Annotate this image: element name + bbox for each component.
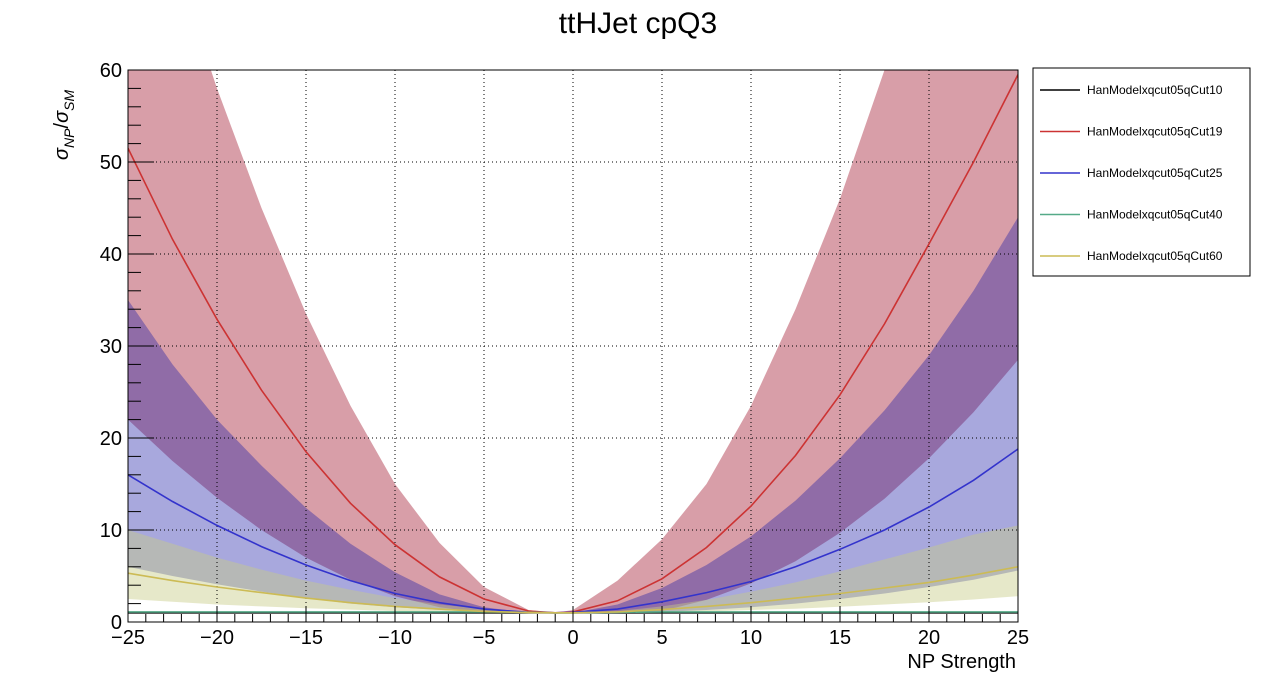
x-tick-label: 15 xyxy=(829,627,851,649)
x-tick-label: 20 xyxy=(918,627,940,649)
y-axis-ticks: 0 10 20 30 40 50 60 xyxy=(100,60,154,634)
legend-entry: HanModelxqcut05qCut60 xyxy=(1087,249,1223,263)
y-tick-label: 50 xyxy=(100,152,122,174)
x-tick-label: 0 xyxy=(567,627,578,649)
legend-entry: HanModelxqcut05qCut19 xyxy=(1087,125,1223,139)
y-label-np-subscript: NP xyxy=(61,128,77,148)
band-HanModelxqcut05qCut60 xyxy=(128,525,1018,613)
y-tick-label: 60 xyxy=(100,60,122,82)
y-tick-label: 0 xyxy=(111,612,122,634)
x-tick-label: 10 xyxy=(740,627,762,649)
svg-text:σNP/σSM: σNP/σSM xyxy=(51,90,77,160)
y-label-sm-subscript: SM xyxy=(61,90,77,111)
grid-lines xyxy=(128,70,1018,622)
x-tick-label: −10 xyxy=(378,627,412,649)
legend-entry: HanModelxqcut05qCut40 xyxy=(1087,208,1223,222)
legend-entry: HanModelxqcut05qCut10 xyxy=(1087,83,1223,97)
y-label-sigma-np: σ xyxy=(51,147,73,160)
x-tick-label: −15 xyxy=(289,627,323,649)
legend-box xyxy=(1032,67,1251,277)
series-lines xyxy=(128,74,1018,614)
x-axis-label: NP Strength xyxy=(907,651,1016,673)
x-tick-label: −25 xyxy=(111,627,145,649)
y-label-sigma-sm: σ xyxy=(51,110,73,123)
x-tick-label: −5 xyxy=(473,627,496,649)
y-tick-label: 20 xyxy=(100,428,122,450)
minor-ticks xyxy=(128,87,1001,622)
band-HanModelxqcut05qCut19 xyxy=(128,70,1018,613)
legend-entry: HanModelxqcut05qCut25 xyxy=(1087,166,1223,180)
series-line-HanModelxqcut05qCut60 xyxy=(128,566,1018,614)
x-tick-label: 5 xyxy=(656,627,667,649)
x-tick-label: −20 xyxy=(200,627,234,649)
y-label-slash: / xyxy=(51,122,73,128)
y-tick-label: 30 xyxy=(100,336,122,358)
y-axis-label: σNP/σSM xyxy=(51,90,77,160)
uncertainty-bands xyxy=(128,70,1018,613)
y-tick-label: 40 xyxy=(100,244,122,266)
band-HanModelxqcut05qCut25 xyxy=(128,217,1018,613)
legend: HanModelxqcut05qCut10 HanModelxqcut05qCut… xyxy=(1032,67,1251,277)
chart-title: ttHJet cpQ3 xyxy=(559,7,717,40)
x-tick-label: 25 xyxy=(1007,627,1029,649)
y-tick-label: 10 xyxy=(100,520,122,542)
x-axis-ticks: −25 −20 −15 −10 −5 0 5 10 15 20 25 xyxy=(111,606,1029,649)
